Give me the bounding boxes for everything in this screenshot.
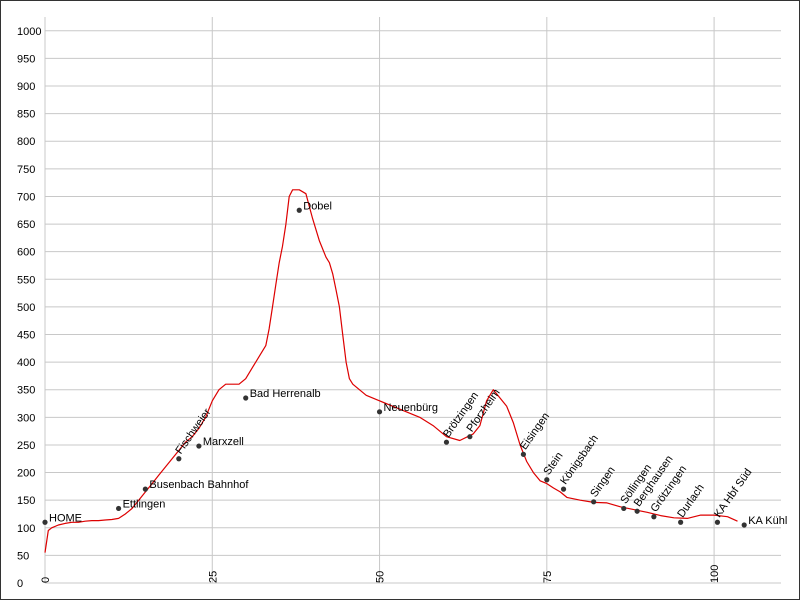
waypoint-label: Bad Herrenalb <box>250 388 321 400</box>
waypoint-dot <box>243 395 249 401</box>
waypoint-dot <box>621 505 627 512</box>
y-axis-tick-labels: 0 50 100 150 200 250 300 350 400 450 500 550 600 650 7… <box>17 26 41 590</box>
waypoint-label: Singen <box>588 465 617 500</box>
elevation-series-line <box>44 189 738 553</box>
waypoint-label: Königsbach <box>558 433 601 487</box>
waypoint-dot <box>443 439 450 445</box>
waypoint-label: KA Kühl <box>748 515 787 527</box>
y-tick-label: 950 <box>17 53 35 65</box>
grid-lines <box>44 17 781 584</box>
y-tick-label: 150 <box>17 495 35 507</box>
waypoint-dot <box>678 519 684 525</box>
y-tick-label: 700 <box>17 191 35 203</box>
waypoint-label: Marxzell <box>203 436 244 448</box>
y-tick-label: 900 <box>17 81 35 93</box>
y-tick-label: 650 <box>17 219 35 231</box>
waypoint-dot <box>176 456 182 462</box>
waypoint-label: HOME <box>49 512 82 524</box>
waypoint-dot <box>142 486 148 492</box>
waypoint-dot <box>714 519 721 525</box>
waypoint-dot <box>591 499 597 505</box>
waypoint-dot <box>520 451 527 457</box>
x-axis-tick-labels: 0 25 50 75 100 <box>40 565 721 583</box>
y-tick-label: 600 <box>17 247 35 259</box>
waypoint-label: Durlach <box>675 482 707 520</box>
waypoint-dot <box>42 519 48 525</box>
waypoint-dot <box>634 508 640 514</box>
waypoint-dot <box>544 477 550 483</box>
y-tick-label: 800 <box>17 136 35 148</box>
y-tick-label: 50 <box>17 550 29 562</box>
x-tick-label: 0 <box>40 577 52 583</box>
y-tick-label: 0 <box>17 578 23 590</box>
waypoint-label: KA Hbf Süd <box>712 467 754 520</box>
x-tick-label: 50 <box>375 571 387 583</box>
waypoint-dot <box>116 505 122 512</box>
x-tick-label: 100 <box>709 565 721 583</box>
waypoint-label: Fischweier <box>173 406 213 456</box>
y-tick-label: 300 <box>17 412 35 424</box>
waypoint-markers: HOME Ettlingen Busenbach Bahnhof Fischweier… <box>42 200 787 528</box>
waypoint-dot <box>196 443 202 449</box>
y-tick-label: 450 <box>17 330 35 342</box>
x-tick-label: 25 <box>207 571 219 583</box>
y-tick-label: 500 <box>17 302 35 314</box>
waypoint-label: Neuenbürg <box>384 402 438 414</box>
y-tick-label: 400 <box>17 357 35 369</box>
y-tick-label: 550 <box>17 274 35 286</box>
waypoint-dot <box>376 409 383 415</box>
waypoint-label: Busenbach Bahnhof <box>149 479 249 491</box>
x-tick-label: 75 <box>542 571 554 583</box>
y-tick-label: 100 <box>17 523 35 535</box>
waypoint-dot <box>560 486 567 492</box>
waypoint-label: Dobel <box>303 200 332 212</box>
waypoint-dot <box>651 514 657 520</box>
y-tick-label: 1000 <box>17 26 41 38</box>
y-tick-label: 350 <box>17 385 35 397</box>
waypoint-dot <box>296 207 302 213</box>
waypoint-dot <box>467 434 473 440</box>
y-tick-label: 250 <box>17 440 35 452</box>
y-tick-label: 200 <box>17 468 35 480</box>
waypoint-label: Ettlingen <box>123 498 166 510</box>
y-tick-label: 850 <box>17 109 35 121</box>
waypoint-dot <box>741 522 747 528</box>
y-tick-label: 750 <box>17 164 35 176</box>
